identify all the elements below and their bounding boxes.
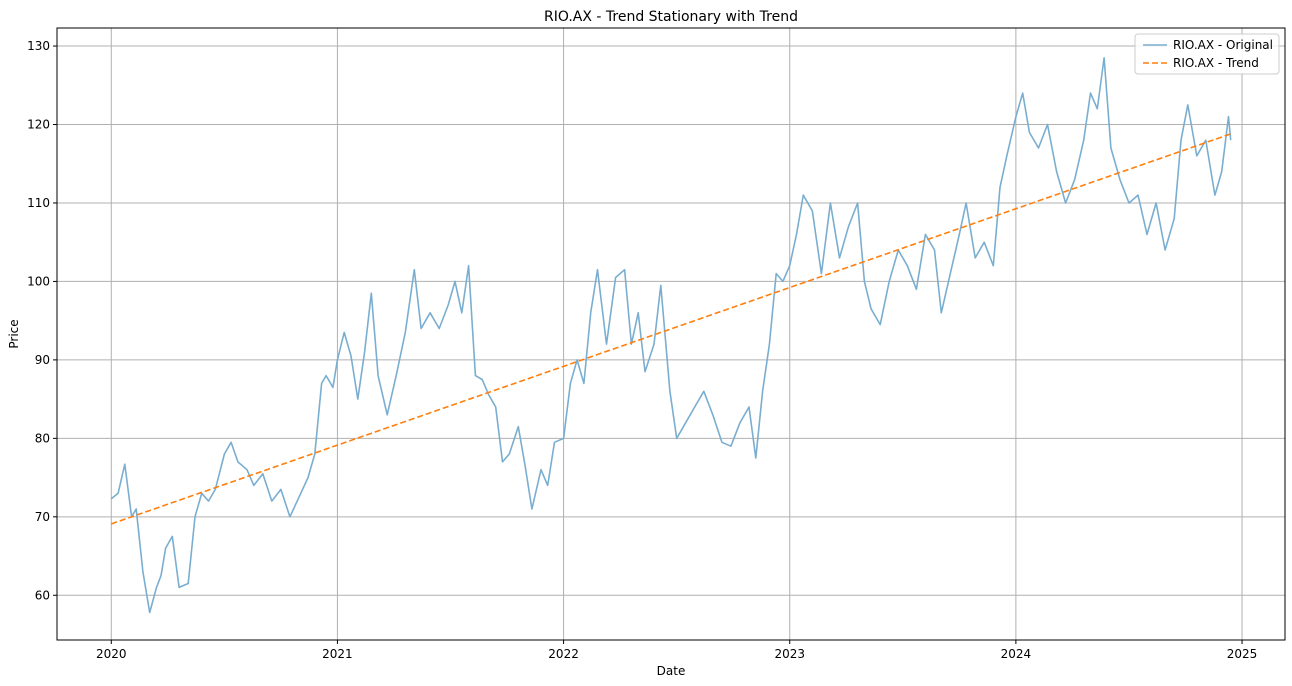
y-axis-label: Price <box>7 319 21 348</box>
legend: RIO.AX - Original RIO.AX - Trend <box>1134 33 1280 75</box>
chart-title: RIO.AX - Trend Stationary with Trend <box>544 9 798 25</box>
legend-box <box>1134 33 1280 75</box>
y-tick-label: 90 <box>35 353 50 367</box>
y-tick-label: 110 <box>27 196 50 210</box>
y-tick-label: 130 <box>27 39 50 53</box>
series-group <box>110 56 1232 614</box>
x-tick-label: 2020 <box>96 647 127 661</box>
y-tick-label: 80 <box>35 431 50 445</box>
plot-frame <box>56 27 1286 641</box>
y-axis-ticks: 60 70 80 90 100 110 120 130 <box>27 39 57 602</box>
y-tick-label: 100 <box>27 274 50 288</box>
y-tick-label: 60 <box>35 588 50 602</box>
y-tick-label: 70 <box>35 510 50 524</box>
x-tick-label: 2022 <box>548 647 579 661</box>
x-tick-label: 2023 <box>774 647 805 661</box>
legend-label: RIO.AX - Original <box>1173 38 1273 52</box>
x-axis-ticks: 2020 2021 2022 2023 2024 2025 <box>96 640 1257 661</box>
x-tick-label: 2025 <box>1227 647 1258 661</box>
y-tick-label: 120 <box>27 118 50 132</box>
x-tick-label: 2021 <box>322 647 353 661</box>
grid <box>57 28 1285 640</box>
legend-label: RIO.AX - Trend <box>1173 56 1259 70</box>
x-tick-label: 2024 <box>1001 647 1032 661</box>
series-line-original <box>110 56 1232 614</box>
x-axis-label: Date <box>657 664 686 678</box>
